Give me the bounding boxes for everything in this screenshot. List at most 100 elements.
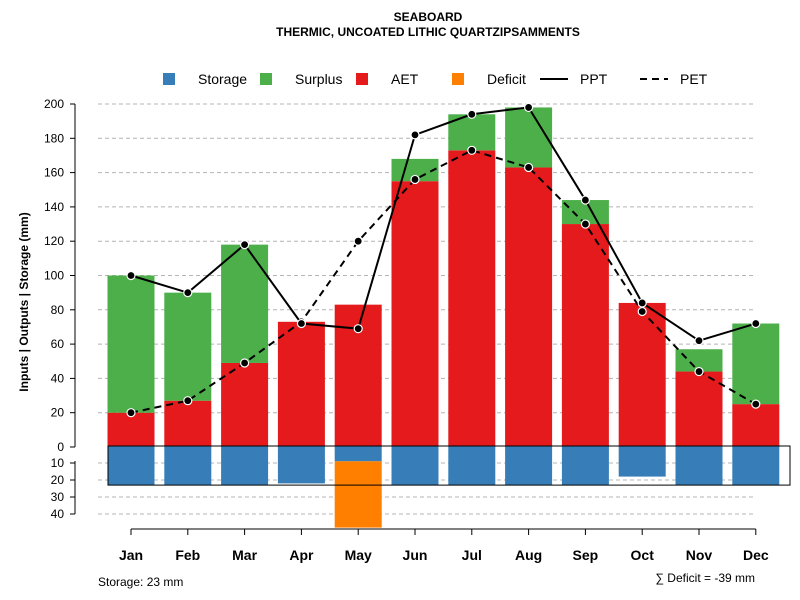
x-tick-label: Jul [462,547,482,563]
point-ppt-mar [240,240,250,250]
bar-storage-jun [391,446,439,486]
point-pet-feb [183,396,193,406]
bar-surplus-nov [675,349,723,372]
footer-deficit: ∑ Deficit = -39 mm [655,571,755,585]
x-tick-label: Aug [515,547,542,563]
legend-item-ppt: PPT [540,71,608,87]
y-axis-label: Inputs | Outputs | Storage (mm) [17,212,31,391]
chart-title: SEABOARD [394,10,463,24]
bar-storage-dec [732,446,780,486]
y-tick-label: 20 [51,473,65,487]
bar-storage-apr [277,446,325,484]
point-ppt-aug [523,102,534,113]
y-tick-label: 30 [51,490,65,504]
x-tick-label: Apr [289,547,314,563]
point-ppt-dec [751,318,761,329]
point-pet-nov [694,366,704,377]
bar-storage-nov [675,446,723,486]
legend-item-pet: PET [640,71,708,87]
legend-label-deficit: Deficit [487,71,526,87]
y-tick-label: 10 [51,456,65,470]
point-pet-oct [637,306,647,317]
bar-surplus-feb [164,292,212,401]
legend-item-storage: Storage [163,71,247,87]
legend-item-aet: AET [356,71,419,87]
y-tick-label: 80 [51,303,65,317]
point-ppt-sep [580,195,591,205]
point-ppt-jul [467,109,477,119]
point-ppt-apr [296,318,306,329]
legend-swatch-deficit [452,73,464,85]
legend-label-surplus: Surplus [295,71,342,87]
line-ppt [130,106,757,342]
bar-aet-mar [221,362,269,447]
footer-storage: Storage: 23 mm [98,575,183,589]
chart-subtitle: THERMIC, UNCOATED LITHIC QUARTZIPSAMMENT… [276,25,580,39]
y-tick-label: 0 [57,440,64,454]
y-tick-label: 160 [44,166,64,180]
bar-deficit-may [334,461,382,528]
point-ppt-jun [410,130,420,140]
point-ppt-oct [637,298,647,308]
bar-aet-nov [675,371,723,447]
point-pet-jun [410,174,420,185]
legend-swatch-storage [163,73,175,85]
bar-surplus-jan [107,275,155,413]
bar-aet-dec [732,404,780,447]
y-tick-label: 60 [51,337,65,351]
bar-storage-mar [221,446,269,486]
legend-swatch-surplus [260,73,272,85]
y-tick-label: 40 [51,371,65,385]
bar-aet-sep [561,224,609,447]
bars [107,107,780,528]
point-ppt-feb [183,288,193,298]
series-lines [126,102,761,418]
point-pet-jan [126,408,136,418]
bar-surplus-dec [732,323,780,405]
x-tick-label: Jan [119,547,143,563]
bar-storage-jan [107,446,155,486]
bar-storage-jul [448,446,496,486]
legend: Storage Surplus AET Deficit PPT PET [163,71,708,87]
y-tick-label: 180 [44,131,64,145]
x-tick-label: May [345,547,372,563]
bar-storage-feb [164,446,212,486]
bar-aet-feb [164,400,212,447]
storage-box-outline [107,445,791,486]
bar-aet-oct [618,302,666,447]
x-tick-label: Jun [403,547,428,563]
legend-label-pet: PET [680,71,708,87]
point-pet-sep [580,219,591,229]
line-pet [130,149,757,414]
bar-storage-aug [505,446,553,486]
bar-aet-apr [277,321,325,447]
bar-aet-jul [448,150,496,447]
legend-item-surplus: Surplus [260,71,342,87]
axes: 0 20 40 60 80 100 120 140 160 180 200 10 20 30 40 Jan Fe… [44,97,769,563]
bar-surplus-aug [505,107,553,168]
x-tick-label: Mar [232,547,257,563]
bar-storage-sep [561,446,609,486]
point-pet-may [353,236,363,246]
x-tick-label: Feb [175,547,200,563]
legend-item-deficit: Deficit [452,71,526,87]
y-tick-label: 120 [44,234,64,248]
y-tick-label: 140 [44,200,64,214]
point-pet-aug [523,162,534,173]
legend-label-aet: AET [391,71,419,87]
bar-storage-may [334,446,382,462]
point-pet-dec [751,399,761,409]
x-tick-label: Sep [573,547,599,563]
bar-storage-oct [618,446,666,477]
y-tick-label: 40 [51,507,65,521]
bar-surplus-mar [221,244,269,363]
point-ppt-may [353,324,363,334]
legend-label-storage: Storage [198,71,247,87]
y-tick-label: 100 [44,269,64,283]
bar-aet-aug [505,167,553,447]
bar-aet-jun [391,181,439,448]
storage-frame [107,445,791,486]
legend-swatch-aet [356,73,368,85]
point-ppt-jan [126,270,136,281]
